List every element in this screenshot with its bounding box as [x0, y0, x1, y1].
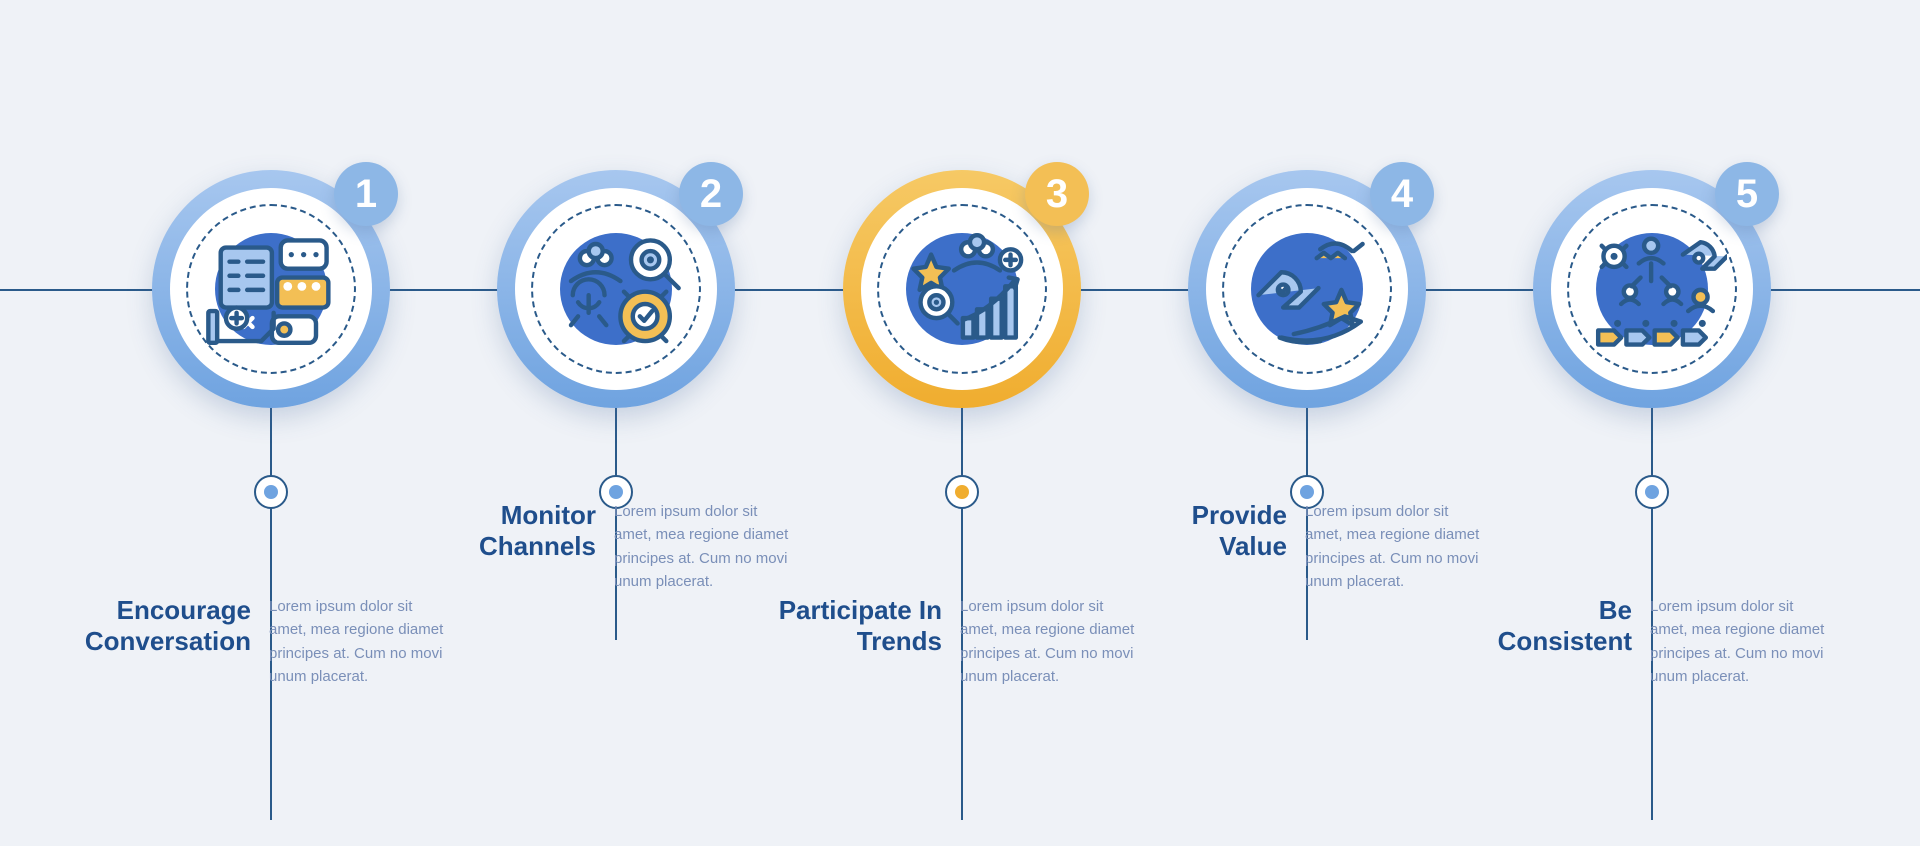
step-description: Lorem ipsum dolor sit amet, mea regione … [1305, 500, 1490, 593]
step-number-badge: 2 [679, 162, 743, 226]
step-number-badge: 1 [334, 162, 398, 226]
conversation-icon [186, 204, 356, 374]
step-title: EncourageConversation [71, 595, 251, 657]
connector-dot-inner [609, 485, 623, 499]
medallion: 5 [1533, 170, 1771, 408]
connector-dot [254, 475, 288, 509]
consistent-icon [1567, 204, 1737, 374]
step-2: 2 MonitorChannels Lorem ipsum dolor sit … [436, 0, 796, 846]
medallion: 1 [152, 170, 390, 408]
step-title: Participate InTrends [762, 595, 942, 657]
step-description: Lorem ipsum dolor sit amet, mea regione … [614, 500, 799, 593]
step-3: 3 Participate InTrends Lorem ipsum dolor… [782, 0, 1142, 846]
step-5: 5 BeConsistent Lorem ipsum dolor sit ame… [1472, 0, 1832, 846]
step-description: Lorem ipsum dolor sit amet, mea regione … [269, 595, 454, 688]
connector-dot-inner [1645, 485, 1659, 499]
medallion: 3 [843, 170, 1081, 408]
step-text: ProvideValue Lorem ipsum dolor sit amet,… [1107, 500, 1507, 593]
connector-dot [1635, 475, 1669, 509]
step-text: MonitorChannels Lorem ipsum dolor sit am… [416, 500, 816, 593]
medallion: 2 [497, 170, 735, 408]
step-description: Lorem ipsum dolor sit amet, mea regione … [960, 595, 1145, 688]
step-text: EncourageConversation Lorem ipsum dolor … [71, 595, 471, 688]
connector-dot-inner [1300, 485, 1314, 499]
step-title: BeConsistent [1452, 595, 1632, 657]
step-number-badge: 5 [1715, 162, 1779, 226]
value-icon [1222, 204, 1392, 374]
monitor-icon [531, 204, 701, 374]
step-text: Participate InTrends Lorem ipsum dolor s… [762, 595, 1162, 688]
step-number-badge: 3 [1025, 162, 1089, 226]
step-title: ProvideValue [1107, 500, 1287, 562]
step-4: 4 ProvideValue Lorem ipsum dolor sit ame… [1127, 0, 1487, 846]
step-description: Lorem ipsum dolor sit amet, mea regione … [1650, 595, 1835, 688]
step-title: MonitorChannels [416, 500, 596, 562]
connector-dot-inner [955, 485, 969, 499]
medallion: 4 [1188, 170, 1426, 408]
connector-dot-inner [264, 485, 278, 499]
step-number-badge: 4 [1370, 162, 1434, 226]
step-text: BeConsistent Lorem ipsum dolor sit amet,… [1452, 595, 1852, 688]
trends-icon [877, 204, 1047, 374]
step-1: 1 EncourageConversation Lorem ipsum dolo… [91, 0, 451, 846]
connector-dot [945, 475, 979, 509]
